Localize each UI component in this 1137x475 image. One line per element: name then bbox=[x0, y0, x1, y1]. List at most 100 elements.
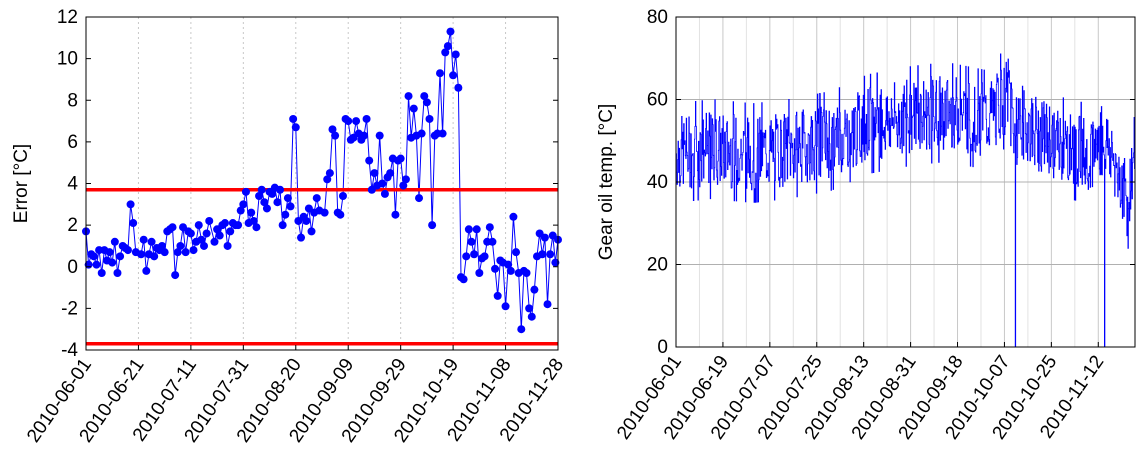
error-data-point bbox=[464, 225, 473, 234]
error-data-point bbox=[504, 260, 513, 269]
error-data-point bbox=[276, 185, 285, 194]
error-data-point bbox=[428, 221, 437, 230]
error-data-point bbox=[223, 241, 232, 250]
y-tick-label: 6 bbox=[67, 132, 78, 153]
error-data-point bbox=[168, 223, 177, 232]
error-data-point bbox=[108, 258, 117, 267]
error-data-point bbox=[273, 198, 282, 207]
y-tick-label: 4 bbox=[67, 174, 78, 195]
error-data-point bbox=[540, 233, 549, 242]
error-data-point bbox=[210, 237, 219, 246]
y-tick-label: 8 bbox=[67, 90, 78, 111]
error-data-point bbox=[480, 252, 489, 261]
y-tick-label: 12 bbox=[57, 7, 78, 28]
error-data-point bbox=[181, 248, 190, 257]
error-data-point bbox=[234, 221, 243, 230]
error-data-point bbox=[527, 312, 536, 321]
error-chart-grid bbox=[85, 17, 559, 350]
gear-oil-temp-series-line bbox=[676, 53, 1136, 348]
error-data-point bbox=[375, 131, 384, 140]
error-data-point bbox=[197, 235, 206, 244]
error-data-point bbox=[336, 210, 345, 219]
error-data-point bbox=[105, 248, 114, 257]
error-data-point bbox=[278, 221, 287, 230]
error-data-point bbox=[320, 208, 329, 217]
error-chart-series bbox=[85, 31, 559, 346]
error-data-point bbox=[126, 200, 135, 209]
error-data-point bbox=[525, 304, 534, 313]
error-data-point bbox=[189, 246, 198, 255]
error-data-point bbox=[129, 219, 138, 228]
error-data-point bbox=[522, 268, 531, 277]
error-data-point bbox=[485, 223, 494, 232]
error-data-point bbox=[268, 189, 277, 198]
error-data-point bbox=[380, 189, 389, 198]
error-data-point bbox=[551, 258, 560, 267]
error-data-point bbox=[226, 227, 235, 236]
error-data-point bbox=[543, 300, 552, 309]
error-data-point bbox=[386, 169, 395, 178]
error-data-point bbox=[142, 266, 151, 275]
error-data-point bbox=[451, 50, 460, 59]
error-data-point bbox=[113, 268, 122, 277]
error-data-point bbox=[401, 175, 410, 184]
error-data-point bbox=[365, 156, 374, 165]
error-data-point bbox=[422, 98, 431, 107]
y-tick-label: -2 bbox=[61, 298, 78, 319]
error-data-point bbox=[283, 194, 292, 203]
error-data-point bbox=[493, 291, 502, 300]
error-data-point bbox=[425, 114, 434, 123]
error-data-point bbox=[147, 237, 156, 246]
error-data-point bbox=[173, 248, 182, 257]
error-data-point bbox=[215, 231, 224, 240]
error-data-point bbox=[176, 241, 185, 250]
y-tick-label: 40 bbox=[647, 172, 668, 193]
error-data-point bbox=[160, 248, 169, 257]
error-data-point bbox=[260, 198, 269, 207]
error-data-point bbox=[417, 129, 426, 138]
error-data-point bbox=[399, 181, 408, 190]
error-data-point bbox=[538, 250, 547, 259]
error-data-point bbox=[262, 204, 271, 213]
error-data-point bbox=[200, 241, 208, 250]
error-data-point bbox=[323, 175, 332, 184]
gear-oil-temp-chart: 0204060802010-06-012010-06-192010-07-072… bbox=[596, 7, 1136, 443]
error-data-point bbox=[443, 42, 452, 51]
error-data-point bbox=[409, 104, 418, 113]
error-data-point bbox=[205, 216, 214, 225]
error-data-point bbox=[462, 252, 471, 261]
error-data-point bbox=[404, 92, 413, 101]
error-chart: -4-20246810122010-06-012010-06-212010-07… bbox=[11, 7, 568, 446]
error-data-point bbox=[331, 131, 340, 140]
error-data-point bbox=[506, 266, 515, 275]
error-data-point bbox=[257, 185, 266, 194]
error-data-point bbox=[325, 169, 334, 178]
error-chart-points bbox=[82, 27, 562, 334]
error-chart-y-axis-label: Error [°C] bbox=[11, 144, 32, 223]
error-data-point bbox=[328, 125, 337, 134]
error-data-point bbox=[488, 237, 497, 246]
error-data-point bbox=[352, 117, 361, 126]
error-data-point bbox=[517, 325, 526, 334]
error-data-point bbox=[289, 114, 298, 123]
error-data-point bbox=[370, 169, 379, 178]
y-tick-label: 0 bbox=[657, 337, 668, 358]
error-data-point bbox=[139, 235, 148, 244]
error-data-point bbox=[459, 275, 468, 284]
error-data-point bbox=[150, 252, 159, 261]
error-data-point bbox=[546, 250, 555, 259]
error-data-point bbox=[454, 83, 463, 92]
y-tick-label: 60 bbox=[647, 90, 668, 111]
error-data-point bbox=[491, 264, 500, 273]
error-data-point bbox=[436, 69, 444, 78]
plot-frame bbox=[85, 16, 559, 351]
error-data-point bbox=[441, 48, 450, 57]
error-data-point bbox=[110, 237, 119, 246]
error-data-point bbox=[378, 179, 387, 188]
error-data-point bbox=[297, 233, 306, 242]
error-data-point bbox=[194, 221, 203, 230]
error-data-point bbox=[467, 237, 476, 246]
error-data-point bbox=[137, 250, 146, 259]
error-data-point bbox=[302, 216, 311, 225]
